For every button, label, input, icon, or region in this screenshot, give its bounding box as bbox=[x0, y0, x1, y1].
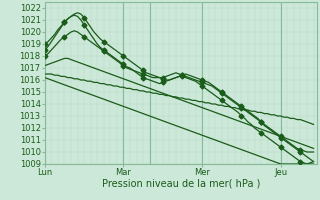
X-axis label: Pression niveau de la mer( hPa ): Pression niveau de la mer( hPa ) bbox=[102, 179, 260, 189]
